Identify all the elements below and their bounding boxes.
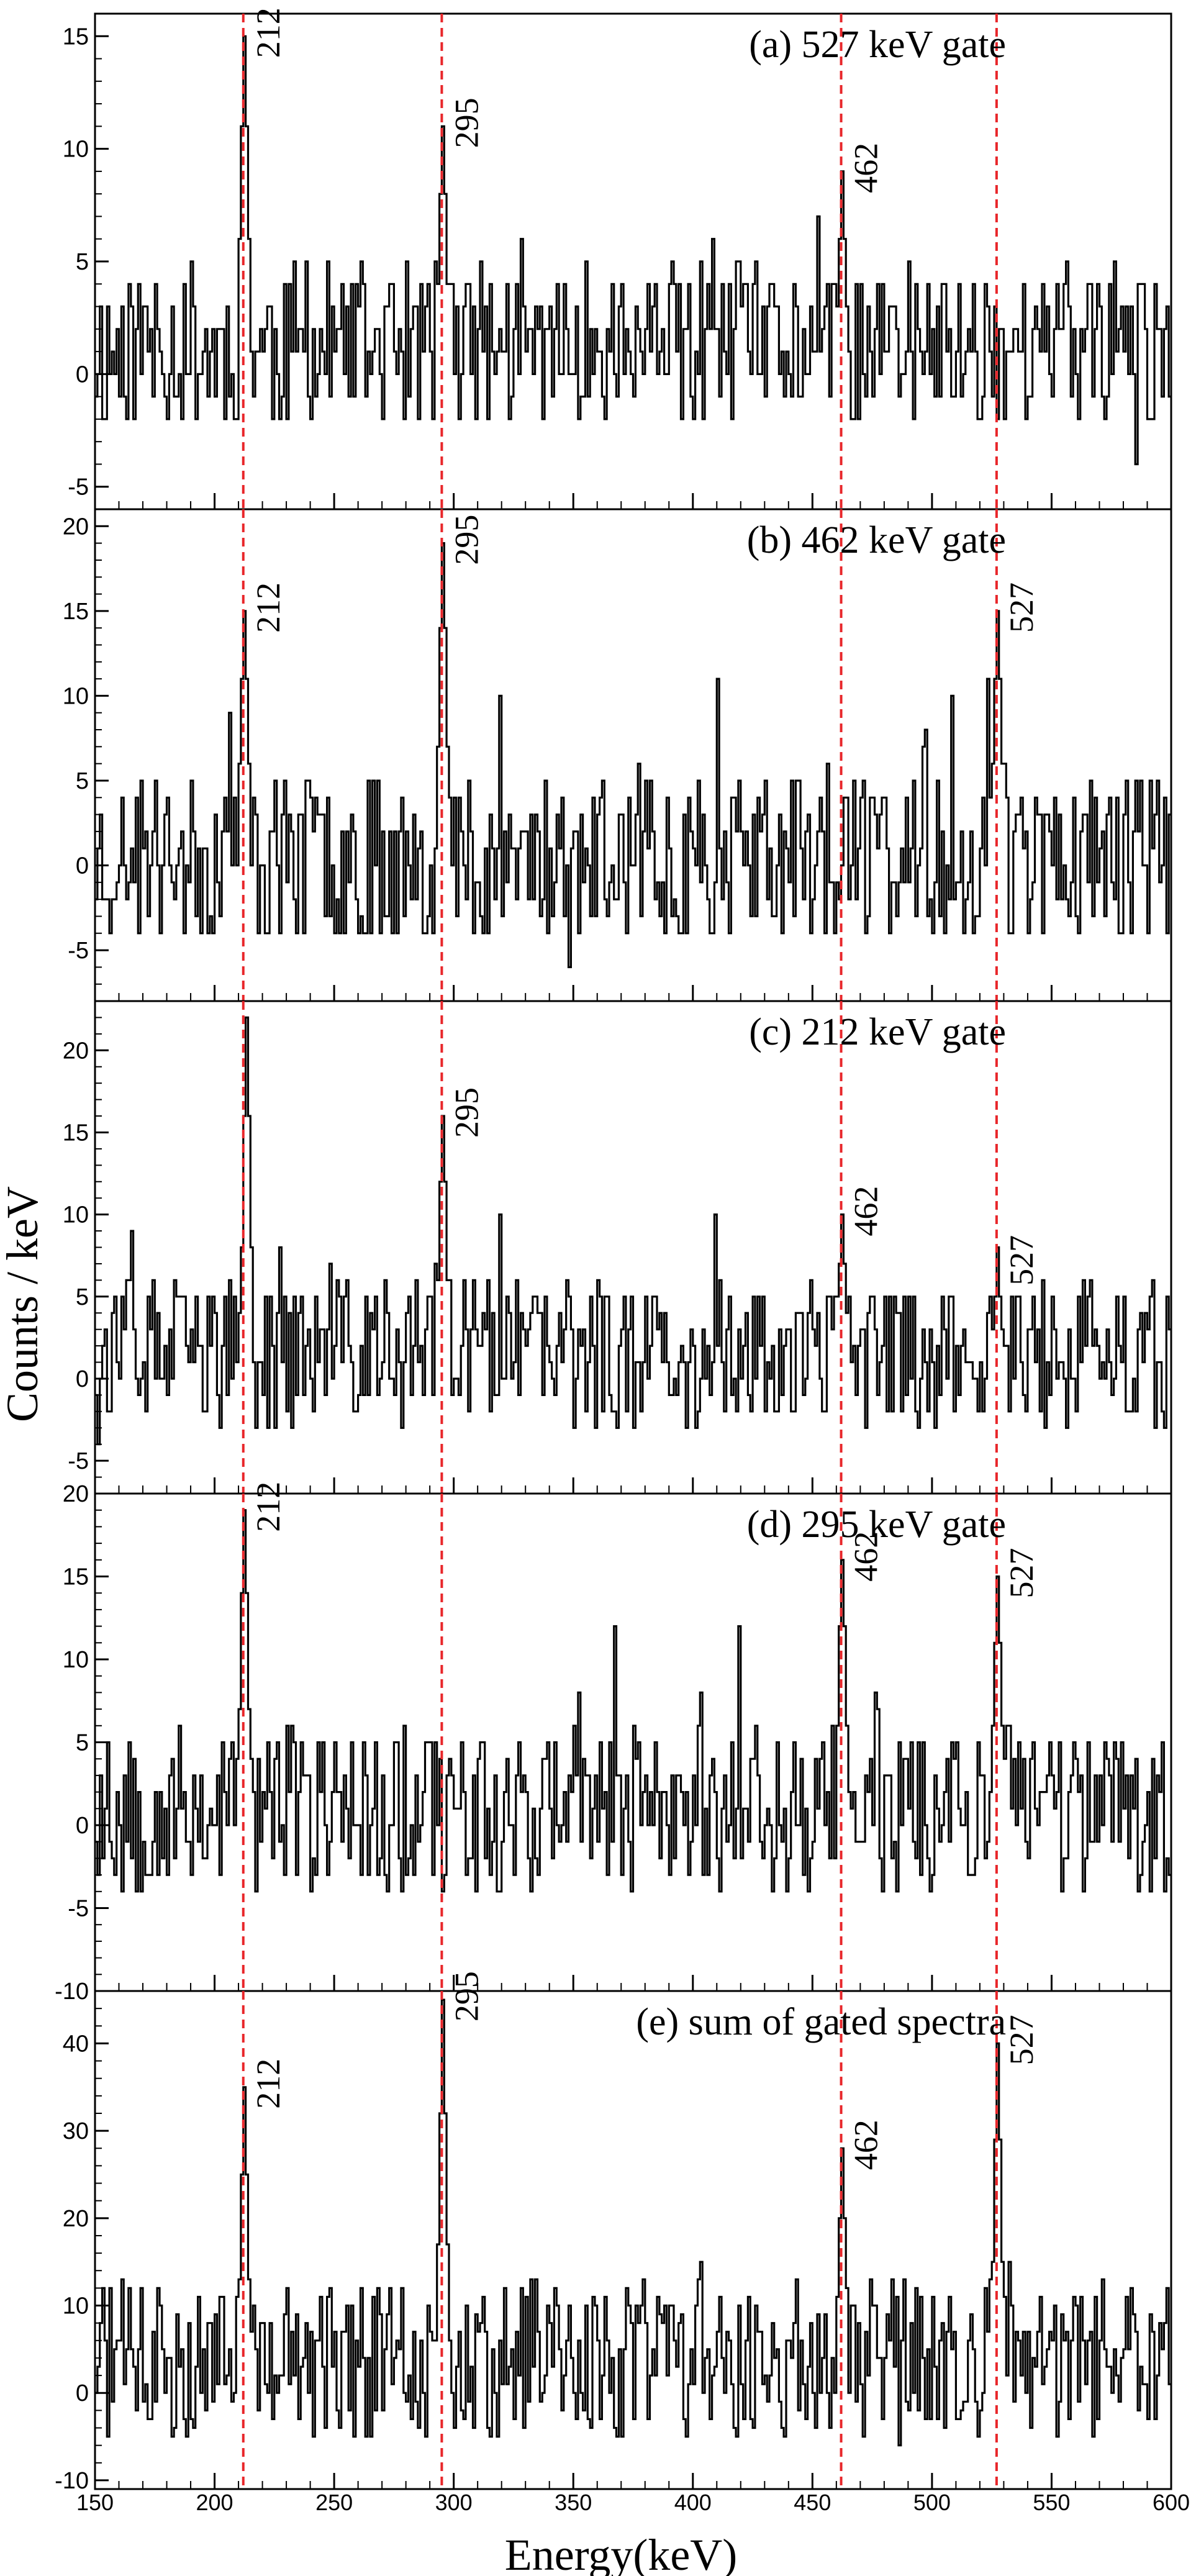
x-tick-label: 450 (794, 2490, 831, 2515)
y-tick-label: 10 (63, 2293, 89, 2320)
y-tick-label: 5 (76, 1730, 89, 1756)
y-tick-label: 10 (63, 1647, 89, 1673)
panel-frame (94, 12, 1172, 510)
peak-label: 527 (1003, 1235, 1040, 1286)
peak-label: 295 (448, 1087, 485, 1138)
x-tick-label: 500 (913, 2490, 951, 2515)
spectrum-panel: -10 0 10 20 30 40 (e) sum of gated spectra 212 2… (55, 1971, 1172, 2494)
panel-title: (a) 527 keV gate (749, 24, 1006, 66)
y-tick-label: 40 (63, 2031, 89, 2057)
y-axis-label: Counts / keV (0, 1186, 47, 1422)
spectrum-histogram (95, 1998, 1171, 2447)
x-tick-label: 600 (1153, 2490, 1190, 2515)
y-tick-label: 5 (76, 1284, 89, 1310)
y-tick-label: -10 (55, 2468, 89, 2494)
y-tick-label: -5 (68, 938, 89, 964)
panel-title: (b) 462 keV gate (747, 519, 1006, 561)
peak-label: 462 (848, 143, 885, 193)
spectrum-panel: -5 0 5 10 15 (a) 527 keV gate 212 295 462 (63, 7, 1172, 510)
y-tick-label: -5 (68, 474, 89, 501)
x-tick-label: 550 (1033, 2490, 1070, 2515)
panel-title: (c) 212 keV gate (749, 1011, 1006, 1053)
x-tick-label: 400 (674, 2490, 712, 2515)
x-tick-labels: 150 200 250 300 350 400 450 500 550 600 (76, 2490, 1190, 2515)
y-tick-label: 0 (76, 2380, 89, 2406)
x-tick-label: 200 (196, 2490, 233, 2515)
y-tick-label: -5 (68, 1448, 89, 1474)
x-tick-label: 350 (555, 2490, 592, 2515)
peak-label: 212 (250, 1482, 287, 1532)
y-tick-label: 10 (63, 1202, 89, 1228)
peak-label: 527 (1003, 583, 1040, 633)
y-tick-label: 15 (63, 599, 89, 625)
y-tick-label: 30 (63, 2118, 89, 2144)
y-tick-label: 5 (76, 249, 89, 275)
y-tick-label: 20 (63, 1038, 89, 1064)
peak-label: 212 (250, 583, 287, 633)
x-tick-label: 300 (435, 2490, 473, 2515)
y-tick-label: -10 (55, 1979, 89, 2005)
spectrum-histogram (95, 1509, 1171, 1893)
peak-label: 212 (250, 7, 287, 58)
y-tick-label: 0 (76, 1366, 89, 1392)
y-tick-label: 0 (76, 361, 89, 388)
peak-label: 527 (1003, 1548, 1040, 1599)
peak-label: 212 (250, 2059, 287, 2109)
panel-title: (d) 295 keV gate (747, 1503, 1006, 1546)
spectrum-panel: -5 0 5 10 15 20 (b) 462 keV gate 212 295 527 (63, 508, 1172, 1002)
x-axis-label: Energy(keV) (505, 2530, 738, 2576)
spectrum-histogram (95, 1016, 1171, 1446)
y-tick-label: 20 (63, 514, 89, 540)
peak-label: 462 (848, 1531, 885, 1582)
peak-label: 462 (848, 2120, 885, 2170)
panel-frame (94, 1990, 1172, 2490)
y-tick-label: -5 (68, 1896, 89, 1922)
y-tick-label: 15 (63, 24, 89, 50)
y-tick-label: 15 (63, 1120, 89, 1146)
y-tick-label: 20 (63, 2206, 89, 2232)
spectrum-panel: -5 0 5 10 15 20 (c) 212 keV gate 295 462 527 (63, 1000, 1172, 1495)
peak-label: 295 (448, 515, 485, 565)
y-tick-label: 20 (63, 1481, 89, 1507)
spectrum-histogram (95, 542, 1171, 968)
x-tick-label: 150 (76, 2490, 114, 2515)
spectrum-panel: -10 -5 0 5 10 15 20 (d) 295 keV gate 212 462 527 (55, 1481, 1172, 2005)
y-tick-label: 15 (63, 1564, 89, 1590)
peak-label: 295 (448, 98, 485, 148)
y-tick-label: 10 (63, 137, 89, 163)
peak-label: 527 (1003, 2015, 1040, 2065)
spectrum-histogram (95, 35, 1171, 466)
x-tick-label: 250 (315, 2490, 353, 2515)
peak-label: 295 (448, 1971, 485, 2021)
panel-title: (e) sum of gated spectra (636, 2001, 1006, 2043)
y-tick-label: 0 (76, 1813, 89, 1839)
y-tick-label: 10 (63, 683, 89, 709)
y-tick-label: 5 (76, 768, 89, 794)
y-tick-label: 0 (76, 853, 89, 879)
peak-label: 462 (848, 1186, 885, 1236)
